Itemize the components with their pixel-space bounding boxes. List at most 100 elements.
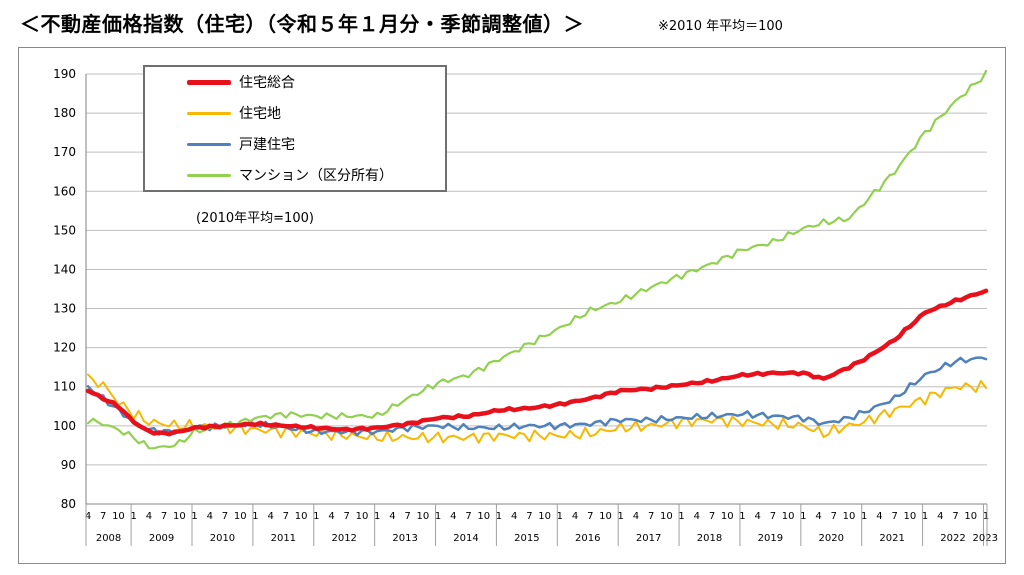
series-line-sogo	[85, 288, 989, 437]
x-tick-label-month: 4	[389, 511, 395, 522]
year-label-2008: 2008	[96, 533, 121, 544]
y-tick-label-170: 170	[53, 145, 76, 159]
x-tick-label-month: 1	[678, 511, 684, 522]
series-layer	[85, 69, 989, 450]
y-tick-label-160: 160	[53, 184, 76, 198]
x-tick-label-month: 1	[922, 511, 928, 522]
year-label-2010: 2010	[210, 533, 235, 544]
x-tick-label-month: 4	[755, 511, 761, 522]
x-tick-label-month: 1	[252, 511, 258, 522]
x-tick-label-month: 4	[815, 511, 821, 522]
y-tick-label-90: 90	[61, 458, 76, 472]
x-tick-label-month: 1	[191, 511, 197, 522]
year-label-2016: 2016	[575, 533, 600, 544]
x-tick-label-month: 4	[876, 511, 882, 522]
y-axis: 80 90 100 110 120 130 140 150 160 170 180 190	[53, 67, 87, 511]
x-tick-label-month: 7	[587, 511, 593, 522]
y-tick-label-140: 140	[53, 262, 76, 276]
legend-swatch-takuchi	[187, 111, 231, 115]
x-tick-label-month: 4	[85, 511, 91, 522]
legend: 住宅総合 住宅地 戸建住宅 マンション（区分所有）	[143, 65, 447, 192]
y-tick-label-190: 190	[53, 67, 76, 81]
x-tick-label-month: 10	[782, 511, 795, 522]
year-label-2013: 2013	[392, 533, 417, 544]
x-tick-label-month: 1	[861, 511, 867, 522]
x-tick-label-month: 4	[146, 511, 152, 522]
x-tick-label-month: 7	[831, 511, 837, 522]
x-tick-label-month: 7	[100, 511, 106, 522]
y-tick-label-120: 120	[53, 341, 76, 355]
legend-label-takuchi: 住宅地	[239, 106, 281, 122]
base-note: ※2010 年平均＝100	[658, 19, 783, 34]
x-tick-label-month: 10	[538, 511, 551, 522]
legend-label-koken: 戸建住宅	[239, 137, 295, 153]
x-tick-label-month: 7	[344, 511, 350, 522]
x-tick-label-month: 10	[477, 511, 490, 522]
x-tick-label-month: 1	[130, 511, 136, 522]
y-tick-label-100: 100	[53, 419, 76, 433]
legend-swatch-mansion	[187, 173, 231, 177]
y-tick-label-110: 110	[53, 380, 76, 394]
x-tick-label-month: 4	[267, 511, 273, 522]
year-label-2017: 2017	[636, 533, 661, 544]
legend-swatch-sogo	[187, 79, 231, 85]
x-tick-label-month: 4	[450, 511, 456, 522]
x-tick-label-month: 7	[952, 511, 958, 522]
x-tick-label-month: 7	[648, 511, 654, 522]
x-tick-label-month: 4	[937, 511, 943, 522]
y-tick-label-150: 150	[53, 223, 76, 237]
legend-item-takuchi: 住宅地	[145, 104, 281, 122]
x-tick-label-month: 4	[207, 511, 213, 522]
legend-item-koken: 戸建住宅	[145, 135, 295, 153]
x-tick-label-month: 7	[526, 511, 532, 522]
year-label-2012: 2012	[331, 533, 356, 544]
x-tick-label-month: 7	[404, 511, 410, 522]
x-tick-label-month: 7	[222, 511, 228, 522]
x-tick-label-month: 7	[465, 511, 471, 522]
x-tick-label-month: 10	[356, 511, 369, 522]
x-tick-label-month: 4	[694, 511, 700, 522]
x-tick-label-month: 10	[416, 511, 429, 522]
page-title: ＜不動産価格指数（住宅）（令和５年１月分・季節調整値）＞	[20, 12, 584, 36]
x-tick-label-month: 10	[112, 511, 125, 522]
x-tick-label-month: 1	[983, 511, 989, 522]
chart-inner-note: (2010年平均=100)	[196, 211, 314, 226]
x-tick-label-month: 7	[283, 511, 289, 522]
y-tick-label-130: 130	[53, 302, 76, 316]
x-tick-label-month: 1	[739, 511, 745, 522]
legend-item-sogo: 住宅総合	[145, 73, 295, 91]
chart-frame	[18, 47, 1006, 564]
x-tick-label-month: 4	[511, 511, 517, 522]
x-tick-label-month: 4	[328, 511, 334, 522]
x-axis: 4 7 10 1 4 7 10 1 4 7 10 1 4 7 10 1 4 7 10 1 4 7 10 1 4 7 10 1 4 7 10 1…	[85, 503, 998, 546]
x-tick-label-month: 7	[161, 511, 167, 522]
year-label-2021: 2021	[879, 533, 904, 544]
x-tick-label-month: 7	[770, 511, 776, 522]
x-tick-label-month: 4	[633, 511, 639, 522]
x-tick-label-month: 10	[599, 511, 612, 522]
x-tick-label-month: 1	[496, 511, 502, 522]
chart-grid	[86, 73, 987, 505]
year-label-2009: 2009	[149, 533, 174, 544]
x-tick-label-month: 10	[295, 511, 308, 522]
x-tick-label-month: 10	[660, 511, 673, 522]
year-label-2023: 2023	[973, 533, 998, 544]
x-tick-label-month: 10	[904, 511, 917, 522]
x-tick-label-month: 1	[557, 511, 563, 522]
legend-item-mansion: マンション（区分所有）	[145, 166, 393, 184]
x-tick-label-month: 10	[843, 511, 856, 522]
year-label-2014: 2014	[453, 533, 478, 544]
x-tick-label-month: 7	[891, 511, 897, 522]
year-label-2018: 2018	[697, 533, 722, 544]
x-tick-label-month: 1	[313, 511, 319, 522]
x-tick-label-month: 4	[572, 511, 578, 522]
year-label-2020: 2020	[819, 533, 844, 544]
x-tick-label-month: 1	[374, 511, 380, 522]
x-tick-label-month: 7	[709, 511, 715, 522]
x-tick-label-month: 10	[721, 511, 734, 522]
year-label-2015: 2015	[514, 533, 539, 544]
y-tick-label-180: 180	[53, 106, 76, 120]
legend-label-sogo: 住宅総合	[239, 75, 295, 91]
legend-swatch-koken	[187, 142, 231, 146]
